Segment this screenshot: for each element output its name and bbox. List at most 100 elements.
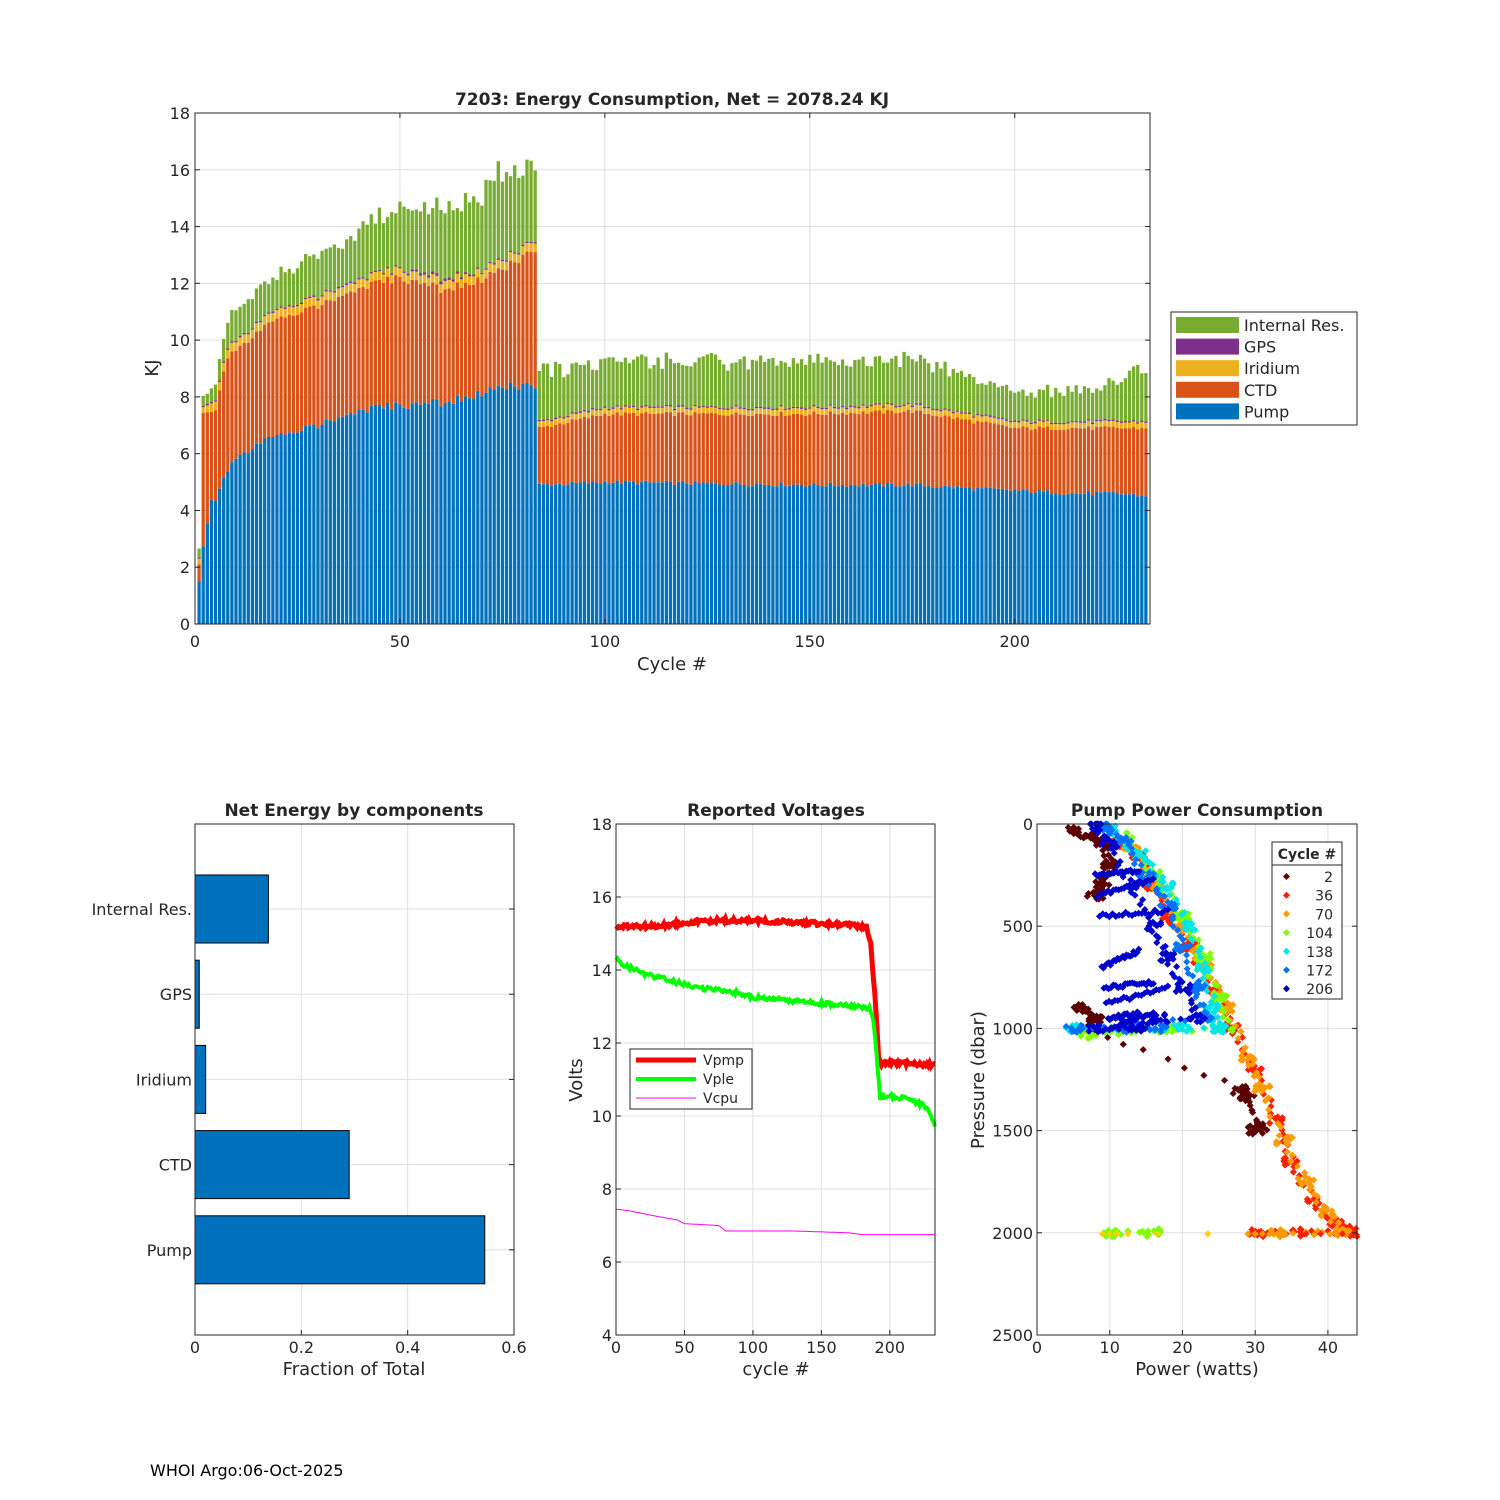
bar-ctd — [390, 283, 394, 411]
bar-ctd — [763, 414, 767, 485]
bar-gps — [517, 253, 521, 255]
bar-internal — [271, 277, 275, 312]
bar-internal — [599, 359, 603, 409]
bar-pump — [234, 458, 238, 624]
bar-internal — [455, 208, 459, 272]
bar-iridium — [1144, 422, 1148, 429]
bar-pump — [1107, 492, 1111, 624]
bar-internal — [845, 365, 849, 408]
bar-internal — [775, 365, 779, 409]
bar-iridium — [1000, 419, 1005, 425]
bar-pump — [1103, 491, 1107, 624]
bar-gps — [648, 406, 652, 408]
bar-ctd — [525, 251, 529, 383]
bm-lines — [614, 911, 937, 1236]
bl-category-label: CTD — [159, 1156, 192, 1175]
bar-pump — [541, 484, 546, 624]
bar-ctd — [402, 281, 406, 408]
bar-gps — [603, 406, 607, 408]
bar-iridium — [689, 409, 693, 416]
top-tick-label-x: 50 — [390, 632, 410, 651]
bar-ctd — [472, 284, 476, 399]
bar-iridium — [918, 404, 923, 411]
bar-gps — [586, 410, 591, 413]
bar-internal — [234, 310, 238, 341]
bar-gps — [972, 416, 976, 418]
bar-pump — [295, 432, 300, 624]
bar-internal — [873, 356, 878, 404]
bar-internal — [865, 366, 869, 407]
bar-iridium — [713, 407, 718, 414]
bar-iridium — [500, 261, 505, 270]
bar-iridium — [873, 404, 878, 411]
bar-iridium — [656, 407, 660, 414]
bar-internal — [267, 284, 271, 313]
bar-iridium — [267, 313, 271, 323]
bar-iridium — [619, 409, 623, 416]
bar-gps — [365, 279, 369, 281]
br-legend-label: 172 — [1306, 964, 1333, 980]
bar-gps — [1066, 422, 1070, 424]
bar-iridium — [771, 410, 775, 416]
bar-gps — [615, 405, 619, 407]
bar-ctd — [812, 412, 816, 484]
bar-ctd — [849, 412, 853, 485]
bar-internal — [812, 362, 816, 405]
bar-pump — [705, 483, 709, 624]
bar-iridium — [455, 273, 459, 283]
bar-ctd — [1131, 427, 1136, 494]
bar-pump — [1013, 490, 1017, 624]
br-tick-label-y: 2500 — [992, 1326, 1033, 1345]
br-ylabel: Pressure (dbar) — [968, 1011, 989, 1149]
bl-category-label: GPS — [160, 985, 192, 1004]
bar-pump — [1131, 493, 1136, 624]
bar-ctd — [504, 270, 509, 390]
top-legend-swatch — [1176, 317, 1239, 333]
bar-gps — [222, 361, 226, 363]
bar-ctd — [263, 324, 267, 439]
bar-pump — [1049, 494, 1054, 624]
bar-internal — [258, 284, 263, 321]
bar-ctd — [562, 424, 566, 486]
bar-gps — [959, 412, 964, 414]
bar-internal — [754, 360, 759, 407]
bar-pump — [660, 482, 664, 624]
bar-internal — [582, 364, 587, 410]
bar-internal — [963, 376, 968, 413]
bar-iridium — [205, 405, 209, 413]
bar-gps — [414, 269, 418, 272]
bar-iridium — [246, 334, 250, 343]
br-tick-label-x: 0 — [1032, 1338, 1042, 1357]
bar-gps — [398, 266, 402, 269]
bar-gps — [254, 321, 259, 324]
bar-gps — [984, 414, 988, 416]
bar-internal — [1111, 380, 1115, 420]
br-tick-label-y: 1500 — [992, 1122, 1033, 1141]
bar-iridium — [316, 300, 320, 310]
bar-iridium — [787, 409, 791, 416]
bar-ctd — [857, 414, 861, 487]
bar-ctd — [775, 415, 779, 487]
bar-internal — [668, 358, 673, 406]
bar-pump — [246, 453, 250, 624]
bar-internal — [701, 356, 705, 406]
bar-iridium — [595, 410, 599, 416]
bar-pump — [894, 486, 898, 624]
bar-pump — [373, 404, 377, 624]
bar-iridium — [381, 274, 386, 283]
bar-iridium — [758, 408, 763, 414]
bar-iridium — [623, 406, 628, 413]
bar-gps — [775, 408, 779, 410]
bar-internal — [672, 363, 677, 409]
bm-tick-label-x: 0 — [611, 1338, 621, 1357]
bar-ctd — [627, 413, 632, 482]
bar-pump — [517, 389, 521, 624]
bar-iridium — [1041, 421, 1046, 428]
bar-pump — [537, 483, 541, 624]
bar-pump — [459, 401, 464, 624]
bar-internal — [980, 383, 984, 416]
bar-pump — [566, 484, 570, 624]
bar-internal — [1062, 395, 1066, 423]
bar-gps — [886, 402, 890, 405]
bar-iridium — [422, 274, 427, 283]
